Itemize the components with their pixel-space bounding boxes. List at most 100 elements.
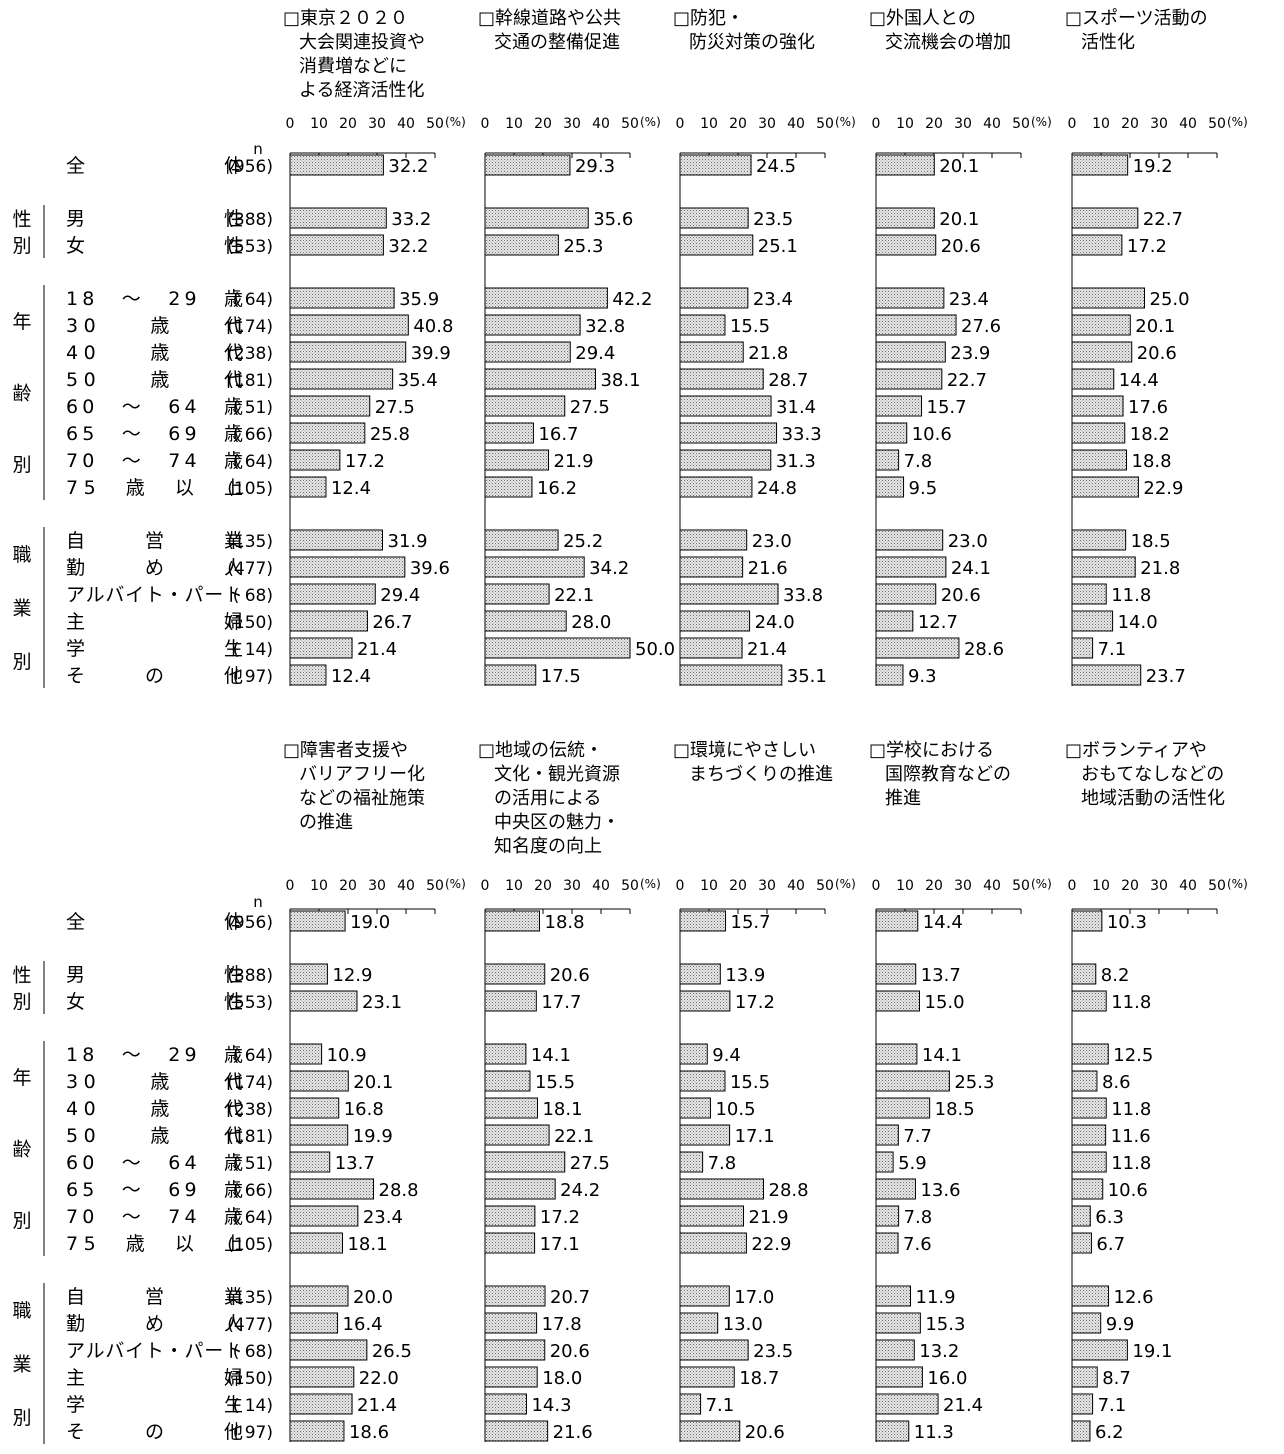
data-label: 13.9 <box>725 965 765 986</box>
data-label: 35.4 <box>398 370 438 391</box>
row-n-count: (477) <box>227 559 273 579</box>
data-label: 18.8 <box>545 912 585 933</box>
data-label: 38.1 <box>600 370 640 391</box>
panel-title: □防犯・ <box>673 8 744 29</box>
data-label: 22.7 <box>947 370 987 391</box>
bar <box>289 529 384 551</box>
row-label: 40 歳 代 <box>66 342 243 364</box>
bar <box>875 476 905 498</box>
row-n-count: (388) <box>227 966 273 986</box>
row-n-count: (388) <box>227 210 273 230</box>
data-label: 28.7 <box>768 370 808 391</box>
x-tick-label: 40 <box>787 878 805 894</box>
x-tick-label: 10 <box>310 116 328 132</box>
bar <box>1071 1043 1109 1065</box>
bar <box>484 154 571 176</box>
bar <box>289 449 341 471</box>
bar <box>679 1124 731 1146</box>
x-tick-label: 0 <box>286 878 295 894</box>
bar <box>1071 990 1107 1012</box>
bar <box>875 556 947 578</box>
x-tick-label: 0 <box>286 116 295 132</box>
x-tick-label: 30 <box>758 116 776 132</box>
bar <box>875 395 923 417</box>
data-label: 20.1 <box>939 209 979 230</box>
row-label: 60 ～ 64 歳 <box>66 396 243 418</box>
x-tick-label: 20 <box>534 878 552 894</box>
x-tick-label: 20 <box>925 878 943 894</box>
bar <box>289 1285 349 1307</box>
data-label: 18.2 <box>1130 424 1170 445</box>
group-label: 年 <box>12 1067 31 1089</box>
bar <box>1071 341 1133 363</box>
data-label: 17.1 <box>540 1234 580 1255</box>
x-tick-label: 10 <box>700 878 718 894</box>
x-tick-label: 10 <box>1092 878 1110 894</box>
data-label: 17.2 <box>540 1207 580 1228</box>
data-label: 13.2 <box>919 1341 959 1362</box>
x-tick-label: 30 <box>1150 116 1168 132</box>
row-label: 勤 め 人 <box>66 557 243 579</box>
data-label: 18.0 <box>542 1368 582 1389</box>
panel-title: 防災対策の強化 <box>689 32 815 53</box>
data-label: 21.6 <box>748 558 788 579</box>
bar <box>484 1124 550 1146</box>
bar <box>484 395 566 417</box>
data-label: 11.6 <box>1111 1126 1151 1147</box>
data-label: 14.4 <box>1119 370 1159 391</box>
data-label: 18.5 <box>935 1099 975 1120</box>
x-unit-label: (%) <box>1031 877 1052 891</box>
panel-title: バリアフリー化 <box>299 764 425 785</box>
data-label: 16.0 <box>927 1368 967 1389</box>
bar <box>1071 449 1128 471</box>
data-label: 15.0 <box>925 992 965 1013</box>
panel-title: □学校における <box>869 740 994 761</box>
row-n-count: (174) <box>227 1073 273 1093</box>
bar <box>1071 529 1127 551</box>
data-label: 18.1 <box>347 1234 387 1255</box>
bar <box>679 154 752 176</box>
row-label: 自 営 業 <box>66 1286 243 1308</box>
data-label: 24.2 <box>560 1180 600 1201</box>
data-label: 8.7 <box>1102 1368 1131 1389</box>
data-label: 18.1 <box>542 1099 582 1120</box>
x-unit-label: (%) <box>835 877 856 891</box>
data-label: 18.6 <box>349 1422 389 1443</box>
bar <box>875 234 937 256</box>
x-tick-label: 10 <box>700 116 718 132</box>
row-n-count: (174) <box>227 317 273 337</box>
data-label: 16.2 <box>537 478 577 499</box>
x-tick-label: 40 <box>1179 878 1197 894</box>
bar <box>679 449 772 471</box>
data-label: 25.8 <box>370 424 410 445</box>
row-n-count: (553) <box>227 237 273 257</box>
panel-title: □環境にやさしい <box>673 740 816 761</box>
bar <box>1071 1366 1098 1388</box>
bar <box>1071 963 1097 985</box>
data-label: 7.7 <box>903 1126 932 1147</box>
data-label: 23.0 <box>752 531 792 552</box>
bar <box>1071 1178 1104 1200</box>
bar <box>289 207 387 229</box>
bar <box>1071 637 1094 659</box>
bar <box>679 1393 702 1415</box>
data-label: 21.4 <box>357 1395 397 1416</box>
row-label: 主 婦 <box>66 611 243 633</box>
bar <box>289 556 406 578</box>
row-label: 65 ～ 69 歳 <box>66 1179 243 1201</box>
data-label: 20.6 <box>550 1341 590 1362</box>
row-n-count: ( 64) <box>233 452 273 472</box>
row-n-count: (150) <box>227 613 273 633</box>
data-label: 24.5 <box>756 156 796 177</box>
bar <box>679 583 779 605</box>
data-label: 23.1 <box>362 992 402 1013</box>
x-tick-label: 10 <box>505 878 523 894</box>
row-label: 60 ～ 64 歳 <box>66 1152 243 1174</box>
bar <box>289 314 409 336</box>
data-label: 28.0 <box>571 612 611 633</box>
data-label: 31.3 <box>776 451 816 472</box>
bar <box>875 341 946 363</box>
panel-title: □東京２０２０ <box>283 8 408 29</box>
data-label: 7.6 <box>903 1234 932 1255</box>
